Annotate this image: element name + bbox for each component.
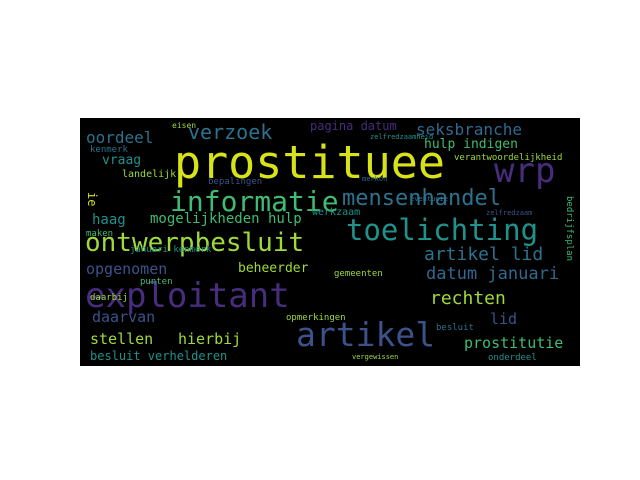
word-opmerkingen: opmerkingen: [286, 313, 346, 323]
word-besluit: besluit: [436, 323, 474, 333]
word-cloud: prostituee exploitant artikel informatie…: [80, 118, 580, 366]
word-ontwerpbesluit: ontwerpbesluit: [85, 228, 305, 258]
word-gemeenten: gemeenten: [334, 269, 383, 279]
word-onderdeel: onderdeel: [488, 353, 537, 363]
word-punten: punten: [140, 277, 173, 287]
word-oordeel: oordeel: [86, 128, 154, 147]
word-opgenomen: opgenomen: [86, 260, 168, 278]
word-landelijk: landelijk: [122, 169, 177, 180]
word-vraag: vraag: [102, 153, 142, 168]
word-prostitutie: prostitutie: [464, 334, 564, 352]
word-kenmerk: kenmerk: [90, 145, 128, 155]
word-toelichting: toelichting: [346, 213, 539, 247]
word-eventueie: eventueie: [410, 195, 448, 203]
word-rechten: rechten: [430, 288, 506, 309]
word-beheerder: beheerder: [238, 261, 309, 276]
word-zelfredzaam: zelfredzaam: [486, 209, 533, 217]
word-datum-januari: datum januari: [426, 264, 560, 284]
word-zelfredzaamheid: zelfredzaamheid: [370, 133, 434, 141]
word-daarvan: daarvan: [92, 308, 156, 326]
word-wrp: wrp: [494, 151, 556, 191]
word-maken: maken: [86, 229, 114, 239]
word-stellen: stellen: [90, 330, 154, 348]
word-artikel: artikel: [296, 315, 436, 354]
word-verzoek: verzoek: [188, 120, 273, 144]
word-werkzaam: werkzaam: [312, 207, 361, 218]
word-haag: haag: [92, 212, 126, 228]
word-artikel-lid: artikel lid: [424, 244, 544, 265]
word-hulp-indigen: hulp indigen: [424, 137, 518, 152]
word-mensenhandel: mensenhandel: [342, 186, 501, 211]
word-informatie: informatie: [170, 185, 339, 218]
word-eisen: eisen: [172, 121, 197, 130]
word-daarbij: daarbij: [90, 293, 128, 303]
word-bepalingen: bepalingen: [208, 177, 263, 187]
word-pagina-datum: pagina datum: [310, 119, 397, 133]
word-merkon: merkon: [362, 175, 388, 183]
word-exploitant: exploitant: [85, 276, 290, 316]
word-bedrijfsplan: bedrijfsplan: [564, 196, 574, 262]
word-besluit-verhelderen: besluit verhelderen: [90, 349, 228, 363]
word-seksbranche: seksbranche: [416, 120, 522, 139]
word-vergewissen: vergewissen: [352, 353, 399, 361]
word-prostituee: prostituee: [174, 136, 445, 189]
word-hierbij: hierbij: [178, 330, 242, 348]
word-januari-kenmerk: januari kenmerk: [130, 245, 212, 255]
word-mogelijkheden-hulp: mogelijkheden hulp: [150, 211, 302, 227]
word-verantwoordelijkheid: verantwoordelijkheid: [454, 153, 563, 163]
word-lid: lid: [490, 310, 518, 328]
word-ie: ie: [85, 192, 99, 207]
